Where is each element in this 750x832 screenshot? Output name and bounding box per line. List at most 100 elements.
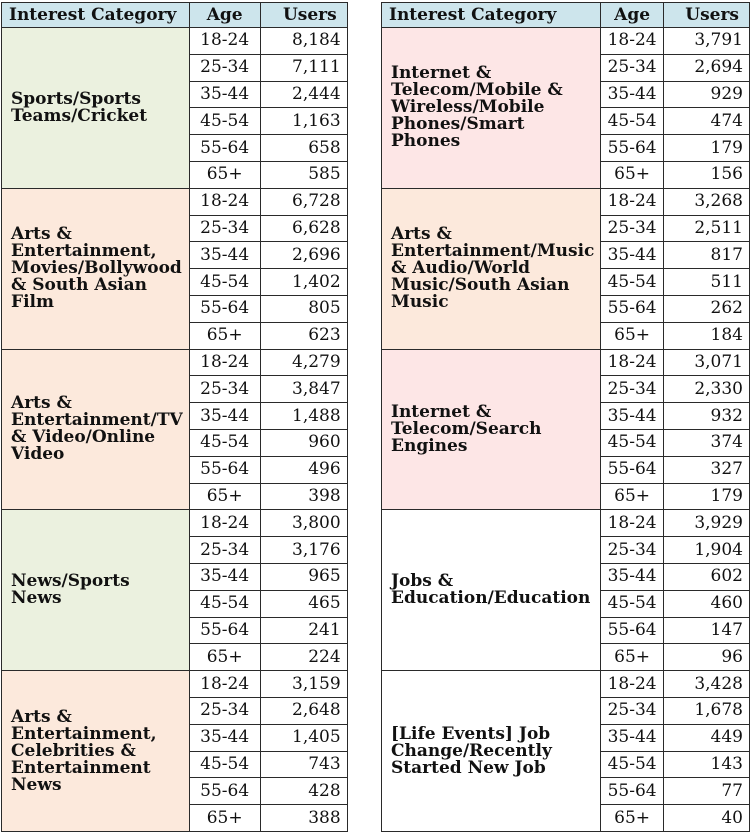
age-cell: 45-54 (600, 268, 664, 296)
header-age: Age (600, 2, 664, 28)
table-row: Jobs & Education/Education 18-24 3,929 (380, 509, 750, 672)
header-row: Interest Category Age Users (1, 2, 348, 28)
users-cell: 241 (259, 616, 348, 645)
table-row: Sports/Sports Teams/Cricket 18-24 8,184 (1, 27, 348, 189)
users-cell: 40 (662, 804, 750, 832)
table-row: Arts & Entertainment/TV & Video/Online V… (1, 348, 348, 511)
interest-category-cell: Arts & Entertainment/Music & Audio/World… (380, 187, 602, 350)
users-cell: 3,800 (259, 509, 348, 538)
users-cell: 3,176 (259, 536, 348, 564)
age-cell: 25-34 (188, 375, 261, 404)
users-cell: 2,330 (662, 375, 750, 404)
table-row: 45-54 460 (382, 589, 750, 618)
age-cell: 18-24 (188, 509, 261, 538)
interest-category-cell: Sports/Sports Teams/Cricket (1, 27, 190, 189)
age-cell: 18-24 (188, 348, 261, 377)
right-table-body: Internet & Telecom/Mobile & Wireless/Mob… (380, 27, 750, 832)
table-row: 35-44 932 (382, 402, 750, 430)
age-cell: 55-64 (600, 777, 664, 806)
table-row: 25-34 2,330 (382, 375, 750, 404)
age-cell: 45-54 (600, 750, 664, 779)
age-cell: 25-34 (188, 53, 261, 82)
age-cell: 65+ (188, 804, 261, 832)
table-row: 65+ 179 (382, 482, 750, 511)
table-row: 25-34 7,111 (2, 53, 348, 82)
age-cell: 35-44 (188, 723, 261, 752)
users-cell: 3,428 (662, 670, 750, 698)
age-cell: 55-64 (188, 455, 261, 484)
table-row: 45-54 374 (382, 428, 750, 457)
age-cell: 45-54 (188, 268, 261, 296)
table-row: 65+ 585 (2, 160, 348, 189)
table-row: Arts & Entertainment, Movies/Bollywood &… (1, 187, 348, 350)
age-cell: 25-34 (600, 375, 664, 404)
table-row: 65+ 184 (382, 321, 750, 350)
users-cell: 2,696 (259, 241, 348, 270)
users-cell: 602 (662, 562, 750, 591)
users-cell: 374 (662, 428, 750, 457)
users-cell: 7,111 (259, 53, 348, 82)
table-row: 35-44 817 (382, 241, 750, 270)
age-cell: 18-24 (188, 187, 261, 216)
users-cell: 658 (259, 134, 348, 162)
users-cell: 2,694 (662, 53, 750, 82)
users-cell: 929 (662, 80, 750, 109)
users-cell: 511 (662, 268, 750, 296)
header-interest-category: Interest Category (380, 2, 602, 28)
users-cell: 8,184 (259, 27, 348, 55)
users-cell: 623 (259, 321, 348, 350)
age-cell: 35-44 (600, 402, 664, 430)
table-row: 35-44 2,444 (2, 80, 348, 109)
users-cell: 3,791 (662, 27, 750, 55)
age-cell: 25-34 (600, 536, 664, 564)
age-cell: 35-44 (188, 402, 261, 430)
table-row: 25-34 2,694 (382, 53, 750, 82)
left-interest-table: Interest Category Age Users Sports/Sport… (1, 2, 348, 832)
users-cell: 965 (259, 562, 348, 591)
table-row: 55-64 496 (2, 455, 348, 484)
users-cell: 179 (662, 482, 750, 511)
table-row: 35-44 1,488 (2, 402, 348, 430)
age-cell: 45-54 (600, 428, 664, 457)
header-users: Users (662, 2, 750, 28)
age-cell: 35-44 (188, 241, 261, 270)
table-row: 45-54 960 (2, 428, 348, 457)
users-cell: 77 (662, 777, 750, 806)
header-age: Age (188, 2, 261, 28)
users-cell: 3,071 (662, 348, 750, 377)
age-cell: 55-64 (600, 294, 664, 323)
interest-category-cell: Arts & Entertainment/TV & Video/Online V… (1, 348, 190, 511)
age-cell: 25-34 (600, 696, 664, 725)
age-cell: 45-54 (188, 107, 261, 136)
table-row: News/Sports News 18-24 3,800 (1, 509, 348, 672)
table-row: 35-44 602 (382, 562, 750, 591)
users-cell: 96 (662, 643, 750, 672)
users-cell: 3,847 (259, 375, 348, 404)
users-cell: 3,159 (259, 670, 348, 698)
interest-category-cell: Arts & Entertainment, Movies/Bollywood &… (1, 187, 190, 350)
table-row: 45-54 143 (382, 750, 750, 779)
users-cell: 743 (259, 750, 348, 779)
users-cell: 805 (259, 294, 348, 323)
users-cell: 1,402 (259, 268, 348, 296)
age-cell: 18-24 (600, 27, 664, 55)
table-row: 25-34 3,176 (2, 536, 348, 564)
table-row: 65+ 623 (2, 321, 348, 350)
users-cell: 156 (662, 160, 750, 189)
users-cell: 428 (259, 777, 348, 806)
users-cell: 6,728 (259, 187, 348, 216)
table-row: 35-44 449 (382, 723, 750, 752)
age-cell: 18-24 (600, 509, 664, 538)
age-cell: 45-54 (188, 428, 261, 457)
users-cell: 585 (259, 160, 348, 189)
age-cell: 18-24 (600, 670, 664, 698)
table-row: 55-64 658 (2, 134, 348, 162)
users-cell: 2,511 (662, 214, 750, 243)
users-cell: 932 (662, 402, 750, 430)
users-cell: 3,929 (662, 509, 750, 538)
users-cell: 460 (662, 589, 750, 618)
table-row: 65+ 398 (2, 482, 348, 511)
age-cell: 55-64 (188, 616, 261, 645)
age-cell: 55-64 (188, 294, 261, 323)
table-row: 55-64 805 (2, 294, 348, 323)
